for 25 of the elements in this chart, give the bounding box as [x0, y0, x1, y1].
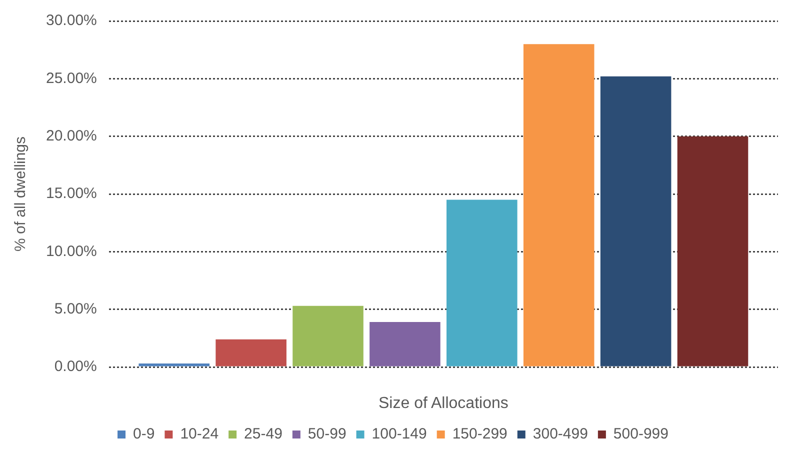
bar — [446, 200, 518, 366]
y-tick-label: 5.00% — [54, 300, 97, 318]
y-tick-label: 0.00% — [54, 358, 97, 376]
bar — [523, 44, 594, 366]
legend-label: 150-299 — [452, 426, 508, 443]
bar — [216, 339, 286, 366]
legend-label: 10-24 — [180, 426, 219, 443]
y-axis-title: % of all dwellings — [12, 136, 30, 252]
legend-label: 50-99 — [308, 426, 346, 443]
bar — [600, 76, 672, 366]
legend-label: 0-9 — [133, 426, 155, 443]
y-tick-label: 15.00% — [46, 185, 97, 202]
y-tick-label: 20.00% — [46, 127, 97, 144]
y-tick-label: 25.00% — [46, 70, 97, 87]
legend-label: 300-499 — [532, 426, 588, 443]
legend-label: 25-49 — [244, 426, 282, 443]
bar — [370, 322, 440, 366]
bar — [138, 364, 210, 366]
bar — [292, 306, 364, 366]
legend-label: 100-149 — [372, 426, 427, 443]
y-tick-label: 10.00% — [46, 242, 97, 260]
bar — [677, 136, 748, 366]
legend-label: 500-999 — [613, 426, 668, 443]
x-axis-title: Size of Allocations — [378, 394, 508, 412]
y-tick-label: 30.00% — [46, 12, 97, 30]
